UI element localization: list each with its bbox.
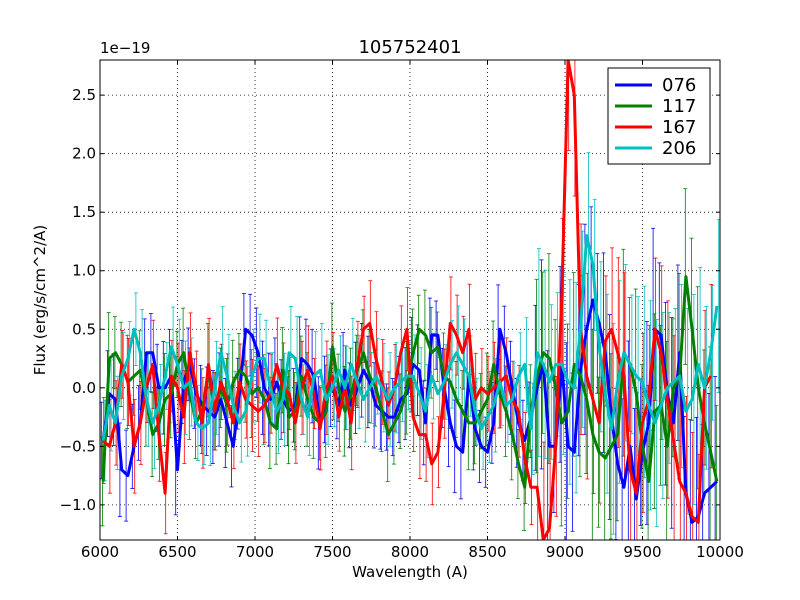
legend-label-167: 167 bbox=[662, 117, 696, 138]
y-axis-label: Flux (erg/s/cm^2/A) bbox=[31, 225, 49, 376]
y-tick-label: 0.5 bbox=[72, 320, 96, 338]
x-tick-label: 7500 bbox=[313, 543, 351, 561]
x-tick-label: 8000 bbox=[391, 543, 429, 561]
y-axis-ticks: −1.0 −0.5 0.0 0.5 1.0 1.5 2.0 2.5 bbox=[60, 86, 720, 514]
y-tick-label: 1.5 bbox=[72, 203, 96, 221]
series-line-167 bbox=[102, 60, 713, 540]
y-tick-label: −0.5 bbox=[60, 437, 96, 455]
series-group bbox=[101, 60, 719, 540]
x-tick-label: 9500 bbox=[623, 543, 661, 561]
x-tick-label: 9000 bbox=[546, 543, 584, 561]
series-line-206 bbox=[101, 234, 719, 441]
y-tick-label: −1.0 bbox=[60, 496, 96, 514]
x-tick-label: 6500 bbox=[158, 543, 196, 561]
x-tick-label: 7000 bbox=[236, 543, 274, 561]
legend-label-076: 076 bbox=[662, 75, 696, 96]
y-offset-label: 1e−19 bbox=[100, 39, 150, 57]
legend-label-117: 117 bbox=[662, 96, 696, 117]
y-tick-label: 1.0 bbox=[72, 262, 96, 280]
y-tick-label: 2.0 bbox=[72, 145, 96, 163]
y-tick-label: 0.0 bbox=[72, 379, 96, 397]
x-tick-label: 8500 bbox=[468, 543, 506, 561]
x-tick-label: 6000 bbox=[81, 543, 119, 561]
x-axis-ticks: 6000 6500 7000 7500 8000 8500 9000 9500 10000 bbox=[81, 60, 744, 561]
x-tick-label: 10000 bbox=[696, 543, 744, 561]
x-axis-label: Wavelength (A) bbox=[352, 563, 468, 581]
y-tick-label: 2.5 bbox=[72, 86, 96, 104]
legend-label-206: 206 bbox=[662, 138, 696, 159]
chart-title: 105752401 bbox=[358, 37, 461, 58]
